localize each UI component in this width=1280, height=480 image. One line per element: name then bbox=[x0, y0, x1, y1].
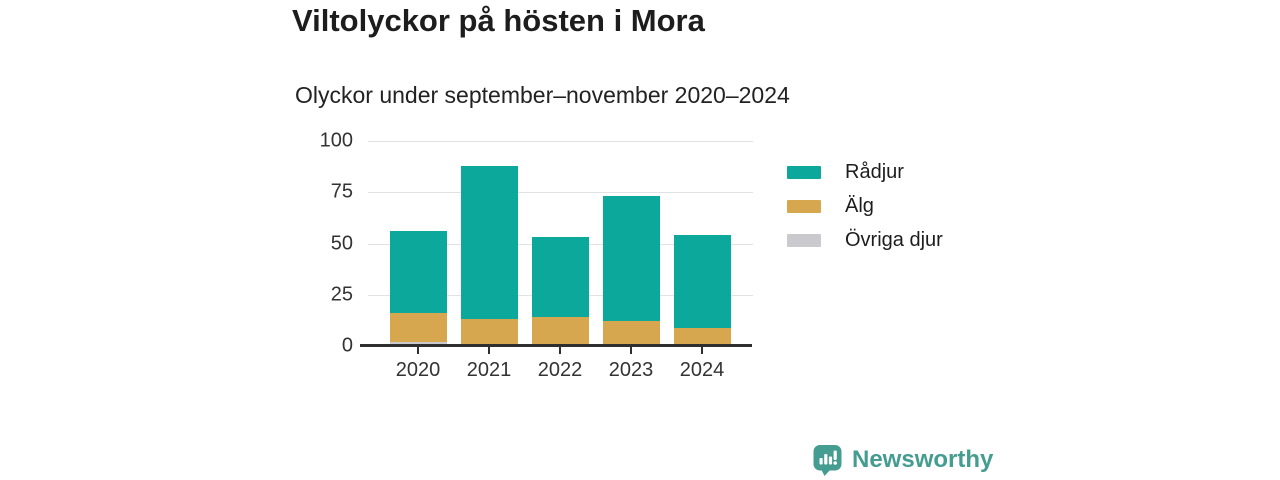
chart-subtitle: Olyckor under september–november 2020–20… bbox=[295, 82, 790, 108]
x-axis-tick bbox=[488, 347, 490, 354]
bar-segment bbox=[673, 235, 731, 328]
newsworthy-logo-icon bbox=[813, 445, 842, 476]
bar-segment bbox=[602, 321, 660, 346]
legend-label: Älg bbox=[845, 195, 874, 217]
bar-segment bbox=[673, 327, 731, 346]
bar-segment bbox=[460, 165, 518, 320]
y-axis-tick-label: 50 bbox=[330, 232, 353, 254]
y-axis-tick-label: 0 bbox=[341, 334, 353, 357]
newsworthy-logo-text: Newsworthy bbox=[852, 446, 994, 473]
x-axis-tick bbox=[559, 347, 561, 354]
legend-label: Rådjur bbox=[845, 161, 904, 183]
legend-item: Övriga djur bbox=[787, 228, 943, 252]
bar-segment bbox=[531, 317, 589, 346]
legend-item: Älg bbox=[787, 194, 943, 218]
x-axis-label: 2021 bbox=[466, 359, 512, 381]
x-axis-tick bbox=[701, 347, 703, 354]
bar-segment bbox=[460, 319, 518, 344]
x-axis-tick bbox=[630, 347, 632, 354]
bar-segment bbox=[389, 341, 447, 346]
y-axis-tick-label: 75 bbox=[330, 180, 353, 203]
bar-segment bbox=[602, 196, 660, 322]
gridline bbox=[368, 141, 753, 142]
y-axis-tick-label: 100 bbox=[319, 129, 353, 152]
x-axis-label: 2020 bbox=[395, 359, 441, 381]
newsworthy-logo: Newsworthy bbox=[812, 444, 993, 476]
legend-swatch bbox=[787, 233, 821, 247]
legend-item: Rådjur bbox=[787, 160, 943, 184]
x-axis-tick bbox=[417, 347, 419, 354]
gridline bbox=[368, 192, 753, 194]
plot-area bbox=[368, 141, 753, 346]
bar-segment bbox=[389, 313, 447, 342]
legend: Rådjur Älg Övriga djur bbox=[787, 160, 943, 262]
x-axis-label: 2023 bbox=[608, 359, 654, 381]
bar-segment bbox=[531, 237, 589, 318]
legend-label: Övriga djur bbox=[845, 229, 943, 251]
chart-title: Viltolyckor på hösten i Mora bbox=[292, 3, 705, 38]
x-axis-label: 2024 bbox=[679, 359, 725, 381]
bar-segment bbox=[389, 231, 447, 314]
x-axis-label: 2022 bbox=[537, 359, 583, 381]
y-axis-tick-label: 25 bbox=[330, 283, 353, 306]
legend-swatch bbox=[787, 165, 821, 179]
x-axis-line bbox=[360, 344, 752, 347]
legend-swatch bbox=[787, 199, 821, 213]
